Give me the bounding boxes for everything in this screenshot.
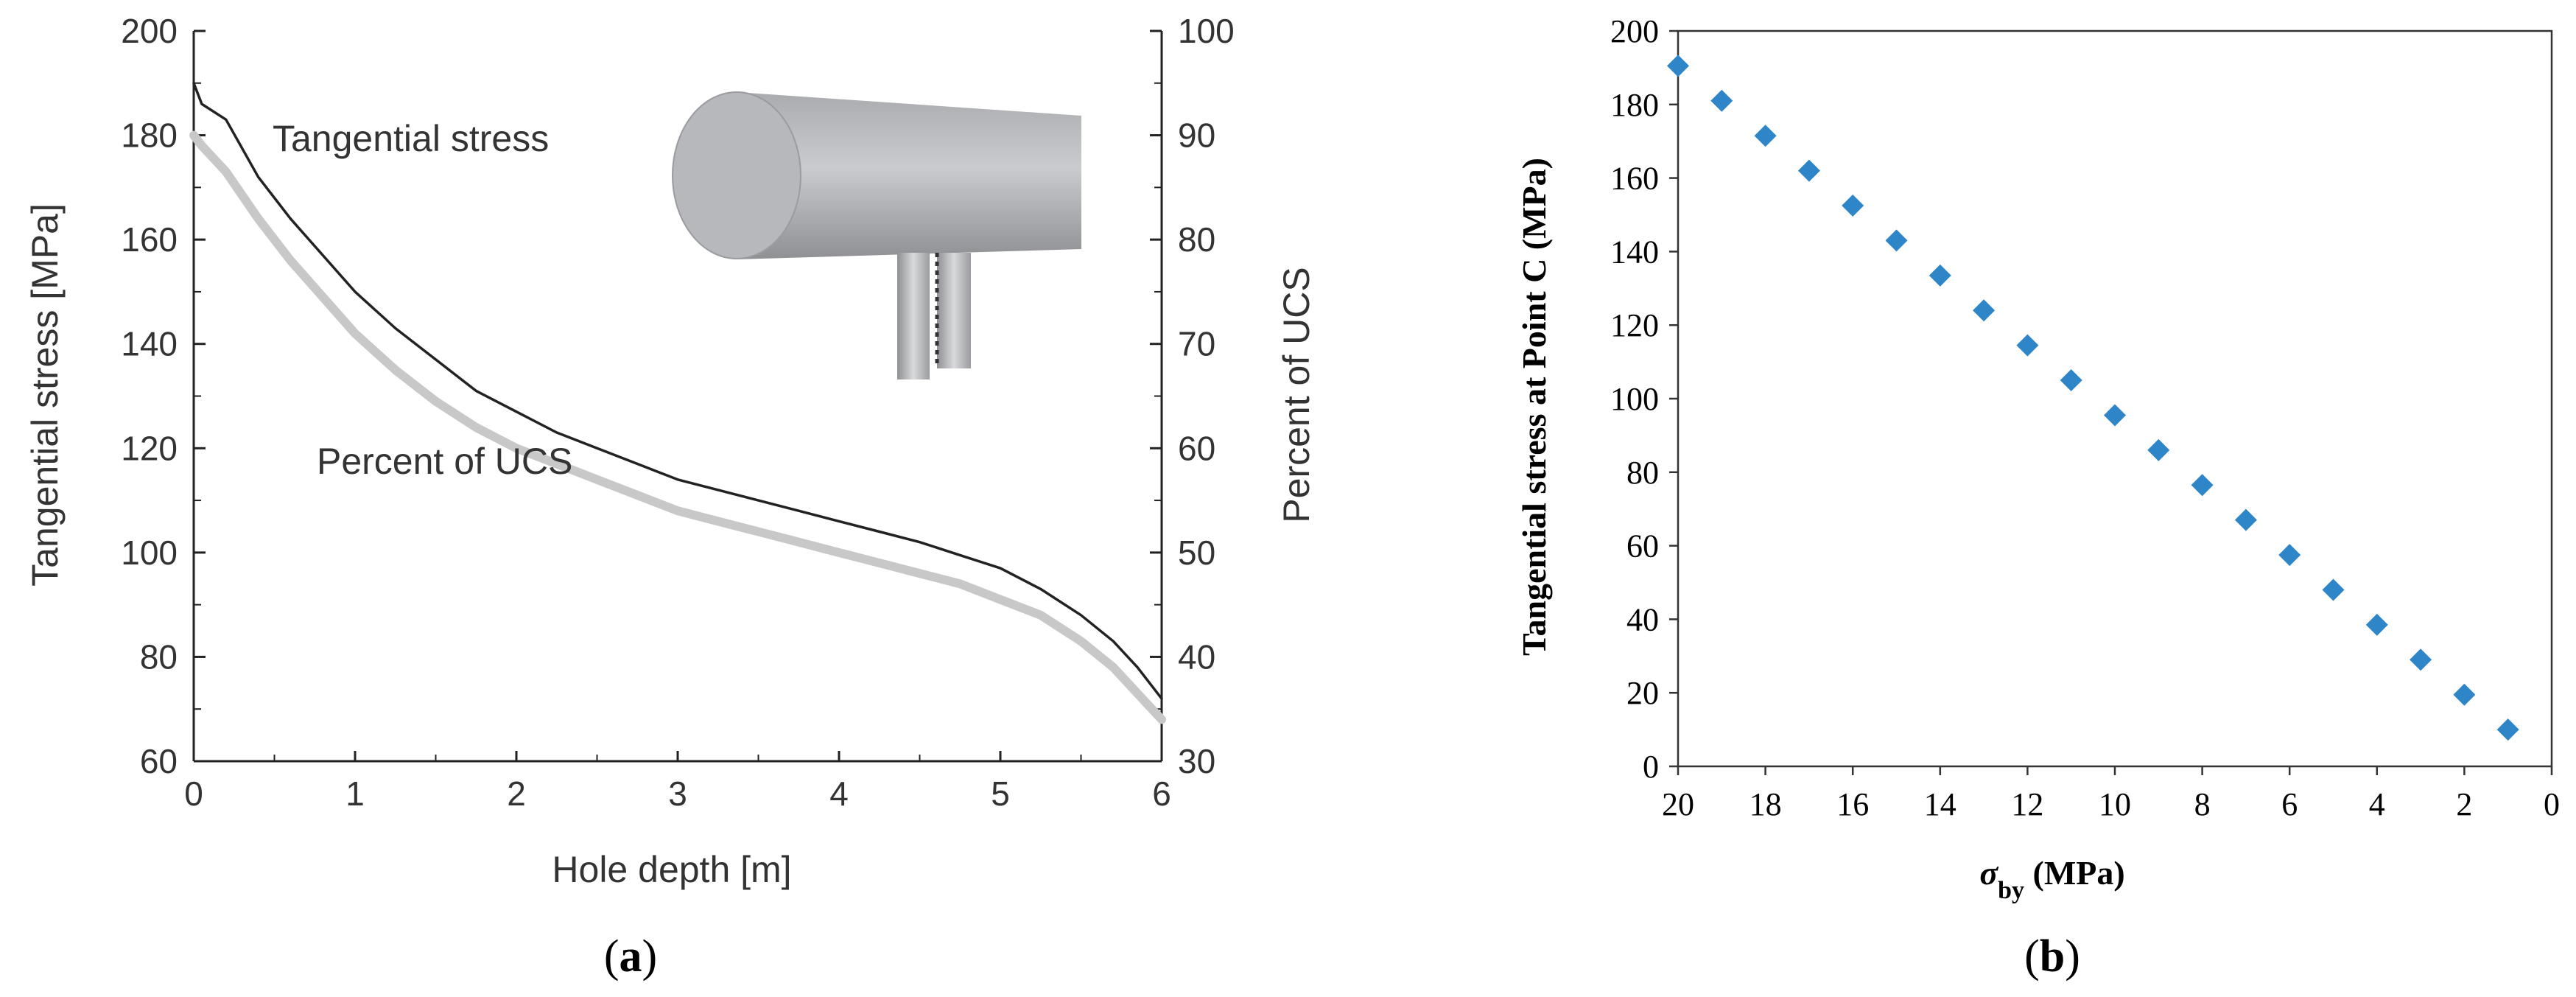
x-tick-label: 0 — [2544, 786, 2560, 822]
x-tick-label: 16 — [1836, 786, 1869, 822]
scatter-point — [1842, 195, 1864, 217]
y-left-tick-label: 160 — [121, 220, 178, 259]
panel-b-y-axis-title: Tangential stress at Point C (MPa) — [1515, 158, 1553, 656]
y-tick-label: 80 — [1626, 455, 1659, 491]
x-tick-label: 6 — [1152, 774, 1171, 813]
y-tick-label: 0 — [1643, 749, 1659, 785]
tangential-stress-line — [192, 82, 1163, 700]
panel-a-chart: 0 1 2 3 4 5 6 60 80 100 120 140 160 180 200 30 40 50 60 70 8… — [24, 12, 1317, 982]
y-right-tick-label: 80 — [1178, 220, 1215, 259]
x-tick-label: 12 — [2011, 786, 2043, 822]
y-tick-label: 180 — [1610, 87, 1659, 123]
panel-a-label-letter: a — [620, 931, 642, 982]
tunnel-illustration — [672, 91, 1081, 379]
y-left-tick-label: 60 — [140, 742, 178, 780]
y-right-tick-label: 40 — [1178, 637, 1215, 676]
panel-b-points — [1667, 55, 2519, 741]
scatter-point — [2147, 438, 2170, 461]
x-tick-label: 10 — [2099, 786, 2131, 822]
scatter-point — [2191, 474, 2214, 497]
y-left-tick-label: 80 — [140, 637, 178, 676]
y-tick-label: 200 — [1610, 13, 1659, 49]
scatter-point — [1797, 159, 1820, 182]
x-tick-label: 18 — [1749, 786, 1782, 822]
x-tick-label: 2 — [2456, 786, 2472, 822]
y-left-tick-label: 100 — [121, 534, 178, 572]
percent-of-ucs-line — [189, 130, 1166, 724]
panel-b-x-axis-symbol: σ — [1979, 854, 1998, 892]
y-tick-label: 100 — [1610, 381, 1659, 417]
panel-b-label-letter: b — [2040, 931, 2065, 982]
x-tick-label: 3 — [668, 774, 687, 813]
panel-b-chart: 20 18 16 14 12 10 8 6 4 2 002040608010012014016018… — [1515, 13, 2560, 982]
panel-a-ticks: 0 1 2 3 4 5 6 60 80 100 120 140 160 180 200 30 40 50 60 70 8… — [121, 12, 1235, 813]
y-right-tick-label: 50 — [1178, 534, 1215, 572]
y-left-tick-label: 120 — [121, 429, 178, 467]
scatter-point — [2453, 683, 2476, 706]
panel-a-right-axis-title: Percent of UCS — [1276, 267, 1317, 522]
panel-a-left-axis-title: Tangential stress [MPa] — [24, 203, 66, 587]
y-left-tick-label: 200 — [121, 12, 178, 50]
scatter-point — [2104, 404, 2126, 427]
x-tick-label: 5 — [991, 774, 1010, 813]
y-tick-label: 160 — [1610, 161, 1659, 197]
scatter-point — [1885, 229, 1908, 252]
scatter-point — [2496, 718, 2519, 741]
x-tick-label: 6 — [2281, 786, 2298, 822]
x-tick-label: 2 — [507, 774, 526, 813]
scatter-point — [2278, 544, 2301, 567]
y-right-tick-label: 90 — [1178, 116, 1215, 155]
x-tick-label: 20 — [1662, 786, 1694, 822]
y-tick-label: 40 — [1626, 601, 1659, 637]
y-tick-label: 60 — [1626, 528, 1659, 564]
panel-a-series — [189, 82, 1166, 724]
y-tick-label: 120 — [1610, 307, 1659, 343]
panel-b-x-axis-subscript: by — [1998, 877, 2024, 904]
y-right-tick-label: 100 — [1178, 12, 1235, 50]
x-tick-label: 4 — [2369, 786, 2385, 822]
scatter-point — [2365, 613, 2388, 636]
panel-a-label: (a) — [604, 931, 657, 982]
panel-b-label: (b) — [2024, 931, 2080, 982]
scatter-point — [1929, 264, 1951, 287]
scatter-point — [2016, 334, 2039, 357]
tangential-stress-annotation: Tangential stress — [273, 118, 549, 159]
panel-b-ticks: 20 18 16 14 12 10 8 6 4 2 002040608010012014016018… — [1610, 13, 2560, 822]
x-tick-label: 4 — [829, 774, 849, 813]
y-tick-label: 140 — [1610, 234, 1659, 270]
y-tick-label: 20 — [1626, 675, 1659, 711]
y-right-tick-label: 30 — [1178, 742, 1215, 780]
y-right-tick-label: 60 — [1178, 429, 1215, 467]
panel-b-x-axis-unit: (MPa) — [2024, 854, 2125, 892]
panel-a-x-axis-title: Hole depth [m] — [552, 849, 791, 890]
panel-b-x-axis-title: σby (MPa) — [1979, 854, 2124, 904]
scatter-point — [2234, 508, 2257, 531]
scatter-point — [1667, 55, 1689, 77]
x-tick-label: 0 — [184, 774, 203, 813]
scatter-point — [2410, 648, 2432, 671]
y-left-tick-label: 140 — [121, 325, 178, 363]
y-left-tick-label: 180 — [121, 116, 178, 155]
x-tick-label: 8 — [2194, 786, 2211, 822]
scatter-point — [1710, 89, 1733, 112]
percent-of-ucs-annotation: Percent of UCS — [317, 441, 572, 482]
x-tick-label: 1 — [345, 774, 365, 813]
scatter-point — [2060, 369, 2082, 392]
scatter-point — [2322, 578, 2345, 601]
scatter-point — [1973, 299, 1996, 322]
x-tick-label: 14 — [1924, 786, 1956, 822]
y-right-tick-label: 70 — [1178, 325, 1215, 363]
scatter-point — [1754, 125, 1777, 147]
